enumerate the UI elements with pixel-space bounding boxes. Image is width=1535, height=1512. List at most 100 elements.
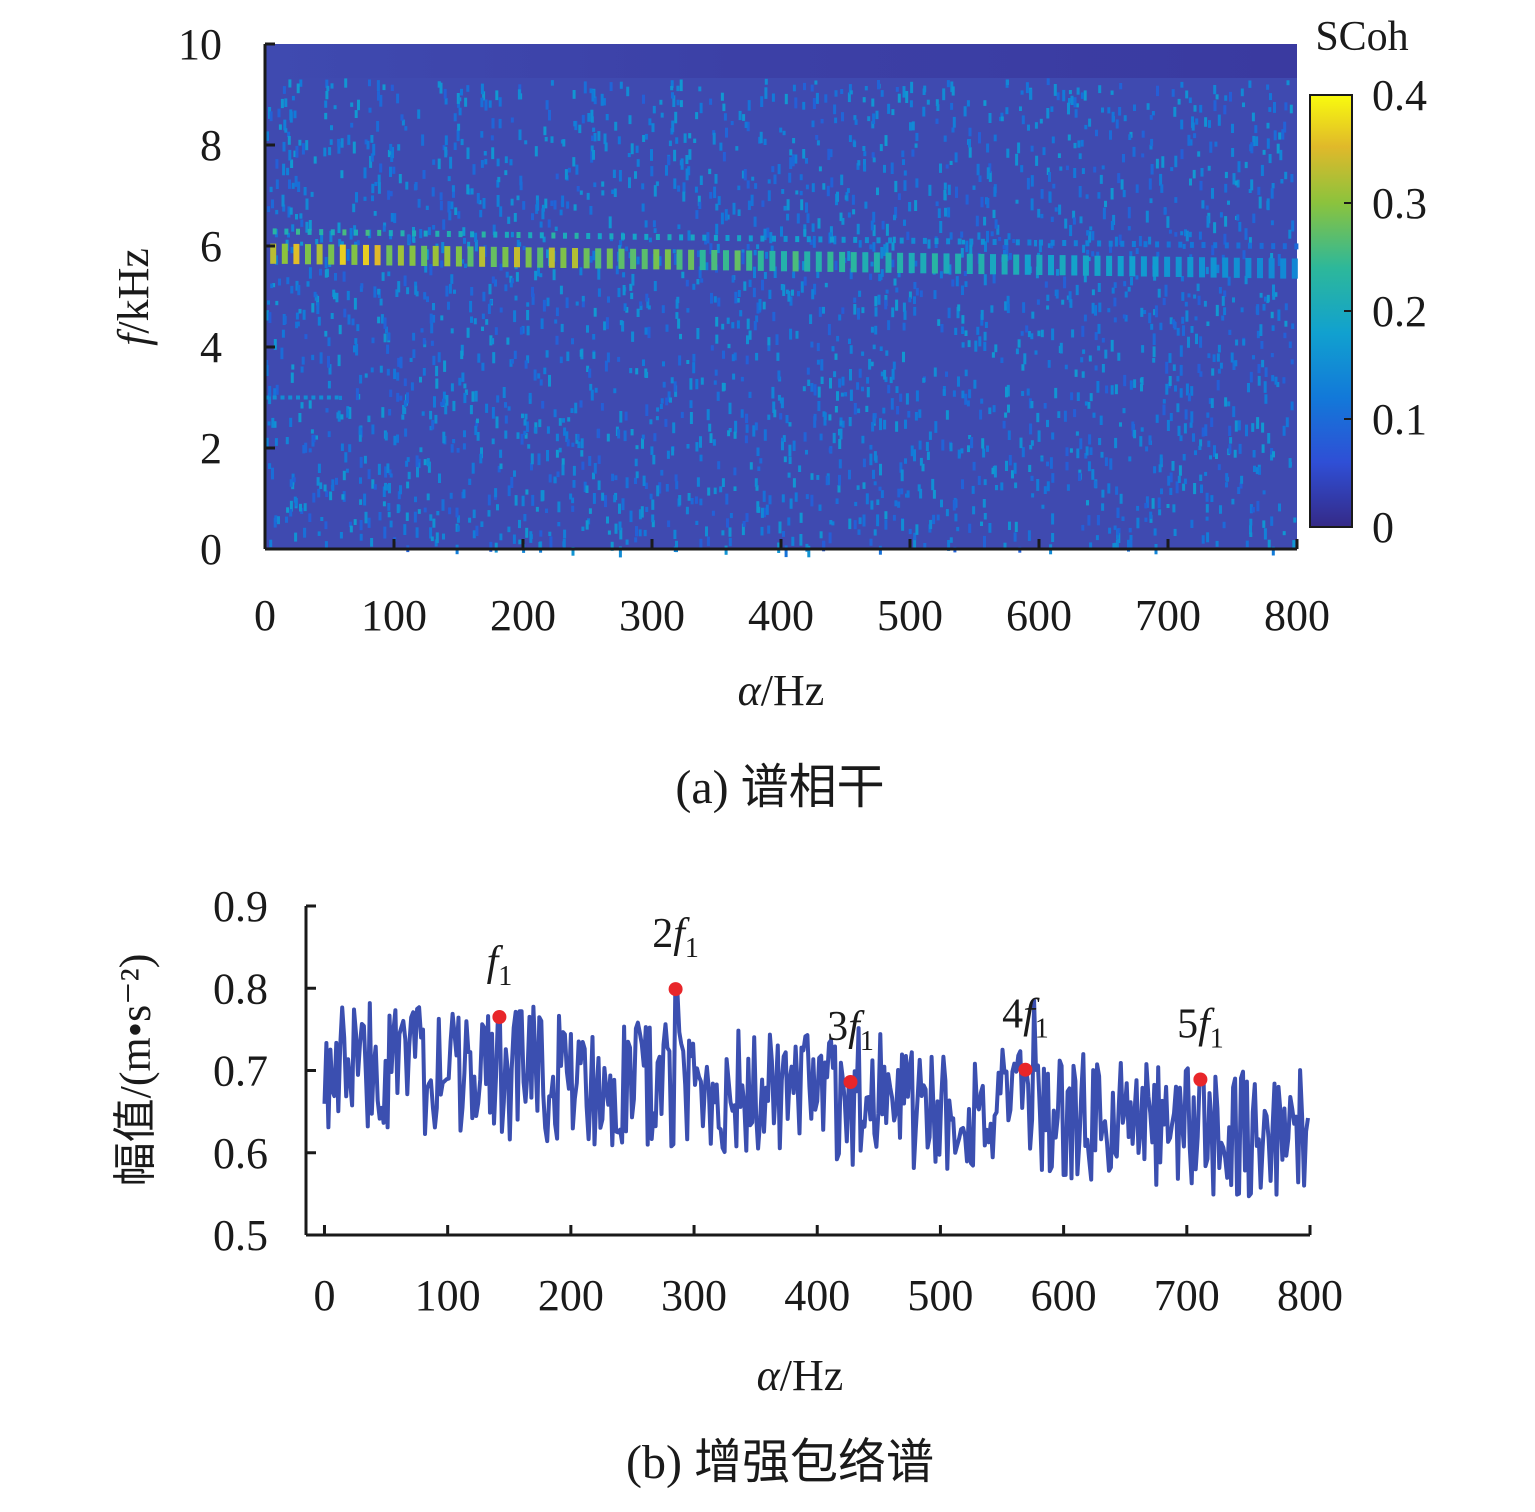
heatmap-cell (583, 481, 587, 493)
band-cell (1059, 255, 1066, 276)
x-tick-label-a: 0 (254, 591, 276, 640)
heatmap-cell (1236, 214, 1240, 221)
heatmap-cell (991, 467, 995, 475)
heatmap-cell (670, 377, 674, 384)
heatmap-cell (982, 499, 986, 508)
heatmap-cell (613, 388, 617, 394)
heatmap-cell (377, 316, 381, 324)
heatmap-cell (554, 226, 558, 231)
heatmap-cell (371, 183, 375, 194)
heatmap-cell (1199, 371, 1203, 377)
heatmap-cell (442, 145, 446, 151)
heatmap-cell (1048, 172, 1051, 182)
heatmap-cell (548, 109, 551, 121)
heatmap-cell (1078, 186, 1082, 198)
heatmap-cell (947, 207, 951, 218)
heatmap-cell (368, 107, 372, 113)
heatmap-cell (1150, 164, 1154, 175)
heatmap-cell (495, 90, 499, 101)
band-cell (992, 239, 997, 245)
heatmap-cell (1149, 115, 1153, 120)
heatmap-cell (870, 220, 874, 231)
heatmap-cell (1129, 538, 1133, 549)
heatmap-cell (1205, 205, 1209, 210)
heatmap-cell (1017, 339, 1021, 348)
heatmap-cell (286, 507, 290, 513)
heatmap-cell (548, 474, 552, 483)
heatmap-cell (1133, 104, 1136, 111)
heatmap-cell (770, 245, 774, 253)
heatmap-cell (759, 458, 763, 464)
heatmap-cell (579, 190, 583, 195)
heatmap-cell (730, 121, 734, 126)
heatmap-cell (634, 458, 638, 467)
heatmap-cell (1208, 120, 1211, 128)
heatmap-cell (969, 244, 973, 256)
heatmap-cell (1104, 200, 1107, 208)
heatmap-cell (1204, 424, 1208, 437)
heatmap-cell (337, 222, 341, 233)
heatmap-cell (983, 100, 987, 106)
heatmap-cell (679, 79, 683, 92)
heatmap-cell (1159, 173, 1163, 186)
heatmap-cell (1058, 204, 1062, 215)
heatmap-cell (837, 485, 841, 493)
heatmap-cell (814, 80, 818, 85)
heatmap-cell (571, 547, 575, 556)
band-cell (606, 248, 613, 269)
heatmap-cell (673, 529, 677, 539)
heatmap-cell (325, 79, 329, 88)
heatmap-cell (320, 233, 324, 243)
heatmap-cell (1284, 303, 1288, 311)
heatmap-cell (1122, 408, 1126, 414)
heatmap-cell (377, 288, 381, 295)
heatmap-cell (469, 405, 473, 415)
band-cell (885, 252, 892, 273)
heatmap-cell (740, 409, 744, 418)
heatmap-cell (499, 463, 503, 470)
heatmap-cell (563, 529, 567, 539)
heatmap-cell (494, 488, 498, 498)
heatmap-cell (1152, 333, 1156, 345)
heatmap-cell (1109, 458, 1113, 470)
heatmap-cell (853, 304, 857, 315)
heatmap-cell (1123, 281, 1127, 287)
heatmap-cell (811, 289, 815, 300)
heatmap-cell (473, 318, 477, 325)
heatmap-cell (785, 415, 789, 424)
heatmap-cell (605, 317, 609, 330)
heatmap-cell (572, 465, 576, 476)
heatmap-cell (883, 164, 886, 173)
heatmap-cell (792, 440, 796, 451)
heatmap-cell (977, 475, 981, 485)
heatmap-cell (545, 350, 549, 358)
heatmap-cell (1252, 135, 1256, 147)
heatmap-cell (432, 355, 436, 366)
heatmap-cell (1255, 467, 1259, 475)
heatmap-cell (817, 386, 821, 398)
heatmap-cell (588, 508, 592, 514)
heatmap-cell (1073, 168, 1077, 178)
heatmap-cell (1168, 376, 1172, 386)
heatmap-cell (862, 514, 866, 527)
heatmap-cell (1267, 539, 1271, 551)
heatmap-cell (553, 200, 557, 210)
heatmap-cell (827, 148, 831, 160)
heatmap-cell (589, 88, 593, 94)
heatmap-cell (571, 505, 575, 512)
heatmap-cell (1043, 403, 1047, 409)
peak-label: 2f1 (652, 911, 699, 964)
heatmap-cell (304, 334, 308, 340)
heatmap-cell (1141, 345, 1145, 353)
heatmap-cell (346, 290, 350, 301)
heatmap-cell (504, 170, 508, 176)
heatmap-cell (291, 364, 295, 370)
y-tick-label-b: 0.6 (213, 1129, 268, 1178)
heatmap-cell (288, 149, 292, 161)
heatmap-cell (403, 524, 407, 535)
heatmap-cell (448, 210, 452, 221)
heatmap-cell (926, 99, 930, 105)
heatmap-cell (1185, 230, 1189, 242)
band-cell (806, 236, 811, 243)
heatmap-cell (1020, 331, 1024, 336)
